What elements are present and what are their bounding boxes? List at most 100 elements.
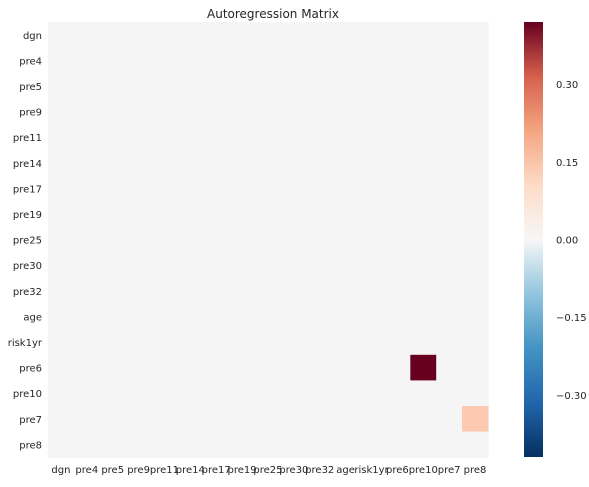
- heatmap-cell-pre4-pre6: [384, 47, 411, 74]
- heatmap-cell-pre8-pre6: [384, 431, 411, 458]
- heatmap-cell-pre32-pre10: [410, 278, 437, 305]
- heatmap-cell-pre6-pre7: [436, 354, 463, 381]
- y-tick-label-pre17: pre17: [13, 184, 42, 195]
- heatmap-cell-pre8-pre32: [306, 431, 334, 458]
- heatmap-cell-pre25-pre32: [306, 226, 334, 253]
- heatmap-cell-pre25-dgn: [48, 226, 75, 253]
- heatmap-cell-pre9-pre32: [306, 98, 334, 125]
- heatmap-cell-pre19-pre32: [306, 201, 334, 228]
- heatmap-cell-pre5-pre5: [99, 73, 127, 100]
- heatmap-cell-pre6-pre14: [177, 354, 204, 381]
- heatmap-cell-pre11-pre11: [151, 124, 178, 151]
- heatmap-cell-pre7-pre5: [99, 406, 127, 433]
- heatmap-cell-pre10-pre4: [73, 380, 101, 407]
- heatmap-cell-dgn-pre5: [99, 22, 127, 49]
- heatmap-cell-pre5-pre6: [384, 73, 411, 100]
- heatmap-cell-pre6-pre5: [99, 354, 127, 381]
- x-tick-label-pre5: pre5: [101, 465, 124, 476]
- heatmap-cell-pre32-pre8: [462, 278, 489, 305]
- heatmap-cell-pre10-pre7: [436, 380, 463, 407]
- y-tick-label-pre14: pre14: [13, 159, 42, 170]
- heatmap-cell-pre9-age: [332, 98, 360, 125]
- heatmap-cell-pre25-pre17: [203, 226, 230, 253]
- heatmap-cell-pre5-pre7: [436, 73, 463, 100]
- heatmap-cell-pre10-dgn: [48, 380, 75, 407]
- heatmap-cell-pre25-pre10: [410, 226, 437, 253]
- heatmap-cell-pre5-pre9: [125, 73, 153, 100]
- heatmap-cell-pre19-dgn: [48, 201, 75, 228]
- heatmap-cell-pre9-pre8: [462, 98, 489, 125]
- heatmap-cell-dgn-pre30: [280, 22, 308, 49]
- heatmap-cell-risk1yr-risk1yr: [358, 329, 386, 356]
- heatmap-cell-pre25-pre6: [384, 226, 411, 253]
- heatmap-cell-pre8-pre7: [436, 431, 463, 458]
- heatmap-cell-dgn-pre4: [73, 22, 101, 49]
- heatmap-cell-pre17-pre14: [177, 175, 204, 202]
- heatmap-cell-pre5-pre32: [306, 73, 334, 100]
- heatmap-cell-age-pre4: [73, 303, 101, 330]
- y-tick-label-pre19: pre19: [13, 210, 42, 221]
- heatmap-cell-pre10-pre30: [280, 380, 308, 407]
- heatmap-cell-pre10-pre25: [255, 380, 282, 407]
- heatmap-cell-risk1yr-dgn: [48, 329, 75, 356]
- heatmap-cell-pre19-pre10: [410, 201, 437, 228]
- x-tick-label-pre19: pre19: [228, 465, 257, 476]
- heatmap-cell-pre30-pre25: [255, 252, 282, 279]
- heatmap-cell-pre11-pre8: [462, 124, 489, 151]
- heatmap-cell-pre25-pre14: [177, 226, 204, 253]
- heatmap-cell-age-pre10: [410, 303, 437, 330]
- heatmap-cell-pre6-dgn: [48, 354, 75, 381]
- heatmap-cell-risk1yr-pre11: [151, 329, 178, 356]
- heatmap-cell-pre9-pre4: [73, 98, 101, 125]
- heatmap-cell-pre10-pre8: [462, 380, 489, 407]
- heatmap-cell-pre19-pre5: [99, 201, 127, 228]
- heatmap-cell-pre7-pre11: [151, 406, 178, 433]
- heatmap-cell-pre10-age: [332, 380, 360, 407]
- heatmap-cell-age-pre5: [99, 303, 127, 330]
- heatmap-cell-pre4-pre5: [99, 47, 127, 74]
- heatmap-cell-pre25-pre7: [436, 226, 463, 253]
- heatmap-cell-pre30-pre14: [177, 252, 204, 279]
- heatmap-cell-pre11-pre17: [203, 124, 230, 151]
- heatmap-cell-pre11-pre32: [306, 124, 334, 151]
- heatmap-cell-age-pre11: [151, 303, 178, 330]
- heatmap-cell-pre6-pre10: [410, 354, 437, 381]
- heatmap-cell-pre32-pre14: [177, 278, 204, 305]
- colorbar: [524, 22, 543, 457]
- y-tick-label-dgn: dgn: [23, 31, 42, 42]
- heatmap-cell-pre5-pre19: [229, 73, 256, 100]
- heatmap-cell-pre4-risk1yr: [358, 47, 386, 74]
- heatmap-cell-pre4-age: [332, 47, 360, 74]
- heatmap-cell-pre4-pre9: [125, 47, 153, 74]
- heatmap-cell-pre19-pre11: [151, 201, 178, 228]
- heatmap-cell-pre17-pre17: [203, 175, 230, 202]
- heatmap-cell-pre14-dgn: [48, 150, 75, 177]
- heatmap-cell-pre25-pre30: [280, 226, 308, 253]
- heatmap-cell-pre8-pre25: [255, 431, 282, 458]
- heatmap-cell-risk1yr-pre9: [125, 329, 153, 356]
- heatmap-cell-pre19-pre25: [255, 201, 282, 228]
- heatmap-cell-age-dgn: [48, 303, 75, 330]
- heatmap-cell-pre5-pre10: [410, 73, 437, 100]
- y-tick-label-pre25: pre25: [13, 236, 42, 247]
- heatmap-cell-pre32-pre17: [203, 278, 230, 305]
- heatmap-cell-pre17-pre6: [384, 175, 411, 202]
- heatmap-cell-pre5-dgn: [48, 73, 75, 100]
- heatmap-cell-pre32-pre30: [280, 278, 308, 305]
- heatmap-cell-pre6-pre32: [306, 354, 334, 381]
- heatmap-cell-pre6-risk1yr: [358, 354, 386, 381]
- heatmap-cell-pre17-age: [332, 175, 360, 202]
- heatmap-cell-pre25-pre5: [99, 226, 127, 253]
- colorbar-tick-label: 0.00: [556, 236, 578, 247]
- heatmap-cell-pre30-pre9: [125, 252, 153, 279]
- heatmap-cell-pre8-dgn: [48, 431, 75, 458]
- heatmap-cell-pre32-dgn: [48, 278, 75, 305]
- heatmap-cell-pre8-pre14: [177, 431, 204, 458]
- heatmap-cell-risk1yr-pre8: [462, 329, 489, 356]
- heatmap-cell-pre10-pre11: [151, 380, 178, 407]
- heatmap-cell-pre32-pre6: [384, 278, 411, 305]
- heatmap-cell-age-pre9: [125, 303, 153, 330]
- heatmap-cell-pre11-dgn: [48, 124, 75, 151]
- x-tick-label-pre17: pre17: [202, 465, 231, 476]
